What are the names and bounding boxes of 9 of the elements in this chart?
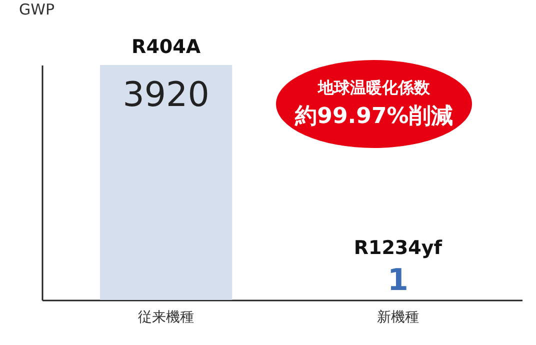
annotation: 地球温暖化係数: [318, 78, 430, 98]
annotation: 約99.97%削減: [295, 102, 453, 130]
annotation: R1234yf: [354, 236, 443, 259]
y-axis-title: GWP: [18, 0, 54, 18]
text: R404A: [132, 36, 201, 58]
data-label: 3920: [122, 75, 210, 115]
data-label: 1: [388, 262, 408, 298]
x-tick-label: 新機種: [376, 310, 419, 326]
x-tick-label: 従来機種: [138, 310, 194, 326]
